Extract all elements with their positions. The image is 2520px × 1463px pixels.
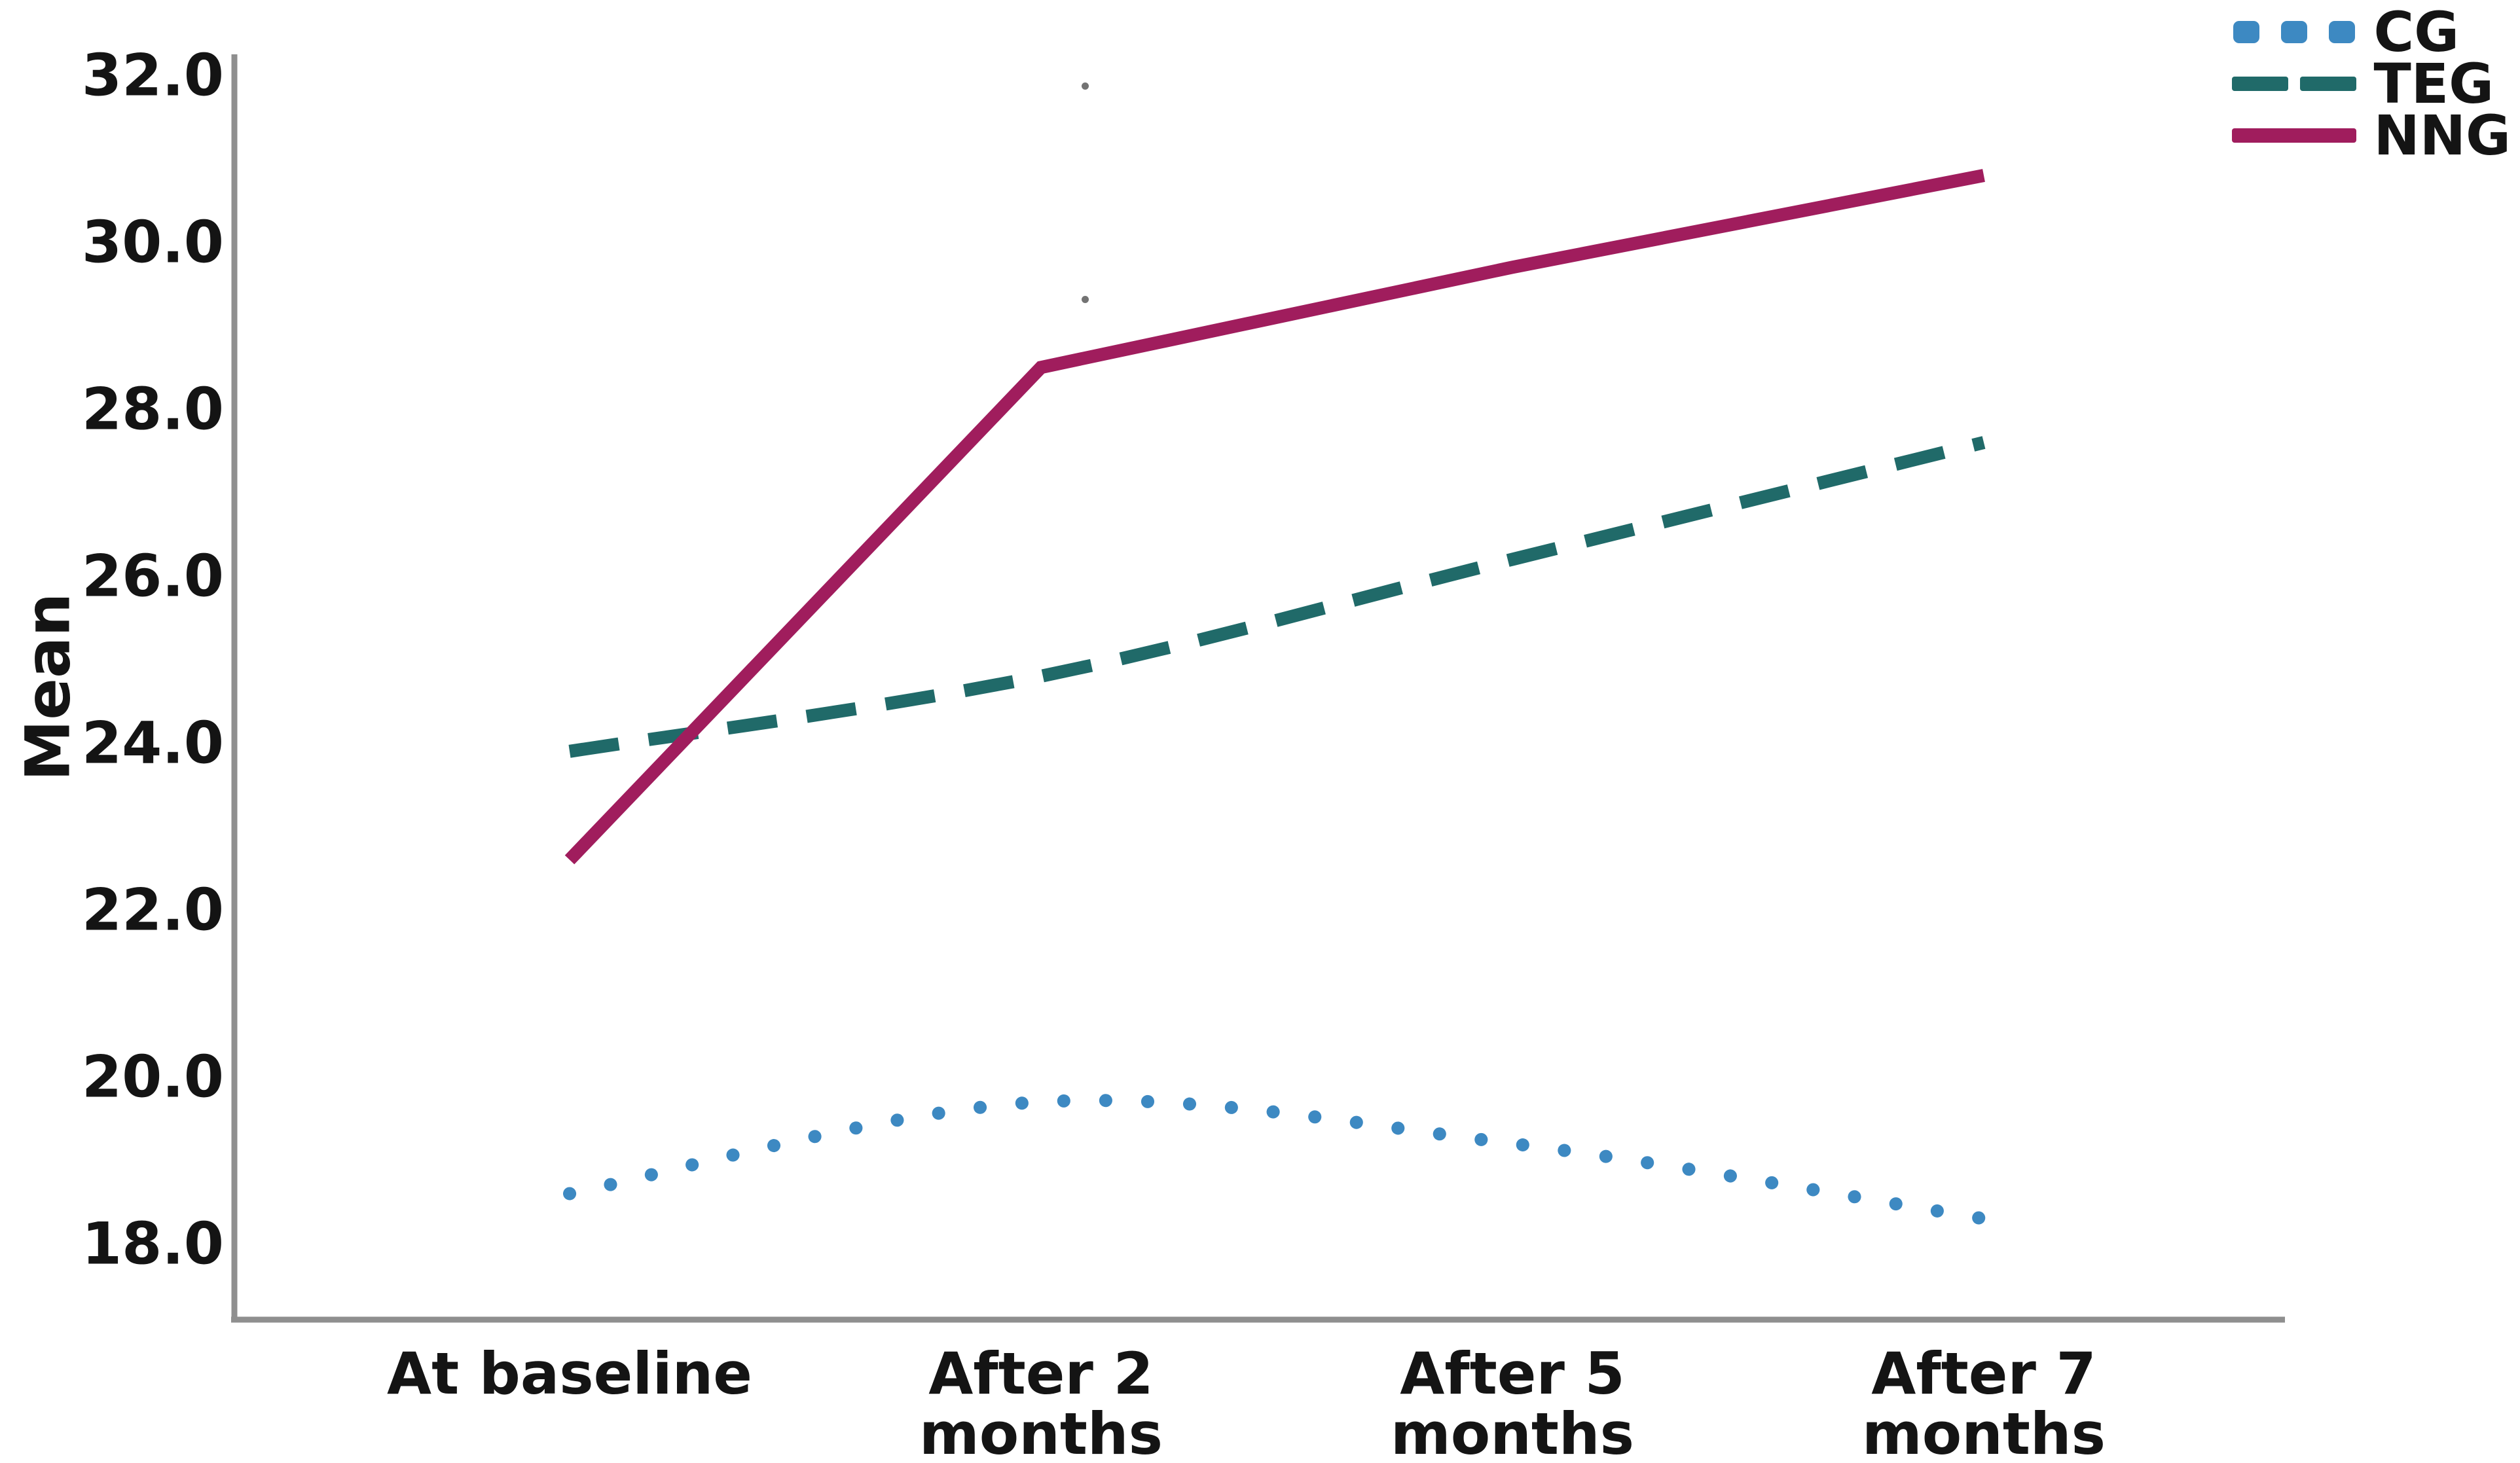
x-axis-category-label-line: months — [1391, 1400, 1634, 1463]
y-axis-tick-label: 30.0 — [82, 209, 224, 276]
x-axis-category-label-line: months — [1862, 1400, 2106, 1463]
legend-item-cg: CG — [2232, 5, 2511, 60]
speck-artifact — [1082, 82, 1089, 90]
x-axis-category-label-line: After 5 — [1400, 1340, 1624, 1407]
series-line-teg — [568, 436, 1986, 758]
y-axis-tick-label: 26.0 — [82, 543, 224, 610]
teg-line-swatch-icon — [2232, 77, 2357, 91]
y-axis-tick-label: 28.0 — [82, 376, 224, 443]
chart-legend: CG TEG NNG — [2232, 5, 2511, 166]
x-axis-category-label-line: After 7 — [1871, 1340, 2096, 1407]
y-axis-tick-label: 32.0 — [82, 42, 224, 109]
x-axis-category-label-line: months — [919, 1400, 1163, 1463]
speck-artifact — [1082, 296, 1089, 303]
y-axis-tick-label: 20.0 — [82, 1043, 224, 1111]
series-line-nng — [564, 169, 1985, 865]
series-line-cg — [563, 1094, 1990, 1225]
y-axis-title: Mean — [13, 593, 84, 782]
legend-item-teg: TEG — [2232, 56, 2511, 111]
x-axis-category-label: After 2 months — [919, 1340, 1163, 1463]
x-axis-category-label-line: After 2 — [928, 1340, 1153, 1407]
x-axis-category-label-line: At baseline — [387, 1340, 752, 1407]
x-axis-category-label: At baseline — [387, 1340, 752, 1407]
legend-label: NNG — [2373, 103, 2511, 168]
nng-line-swatch-icon — [2232, 128, 2357, 143]
x-axis-category-label: After 5 months — [1391, 1340, 1634, 1463]
y-axis-tick-label: 22.0 — [82, 876, 224, 944]
legend-item-nng: NNG — [2232, 108, 2511, 163]
y-axis-tick-label: 18.0 — [82, 1210, 224, 1278]
x-axis-category-label: After 7 months — [1862, 1340, 2106, 1463]
legend-label: TEG — [2373, 52, 2494, 116]
legend-label: CG — [2373, 0, 2460, 64]
y-axis-tick-label: 24.0 — [82, 710, 224, 777]
cg-line-swatch-icon — [2233, 21, 2356, 43]
